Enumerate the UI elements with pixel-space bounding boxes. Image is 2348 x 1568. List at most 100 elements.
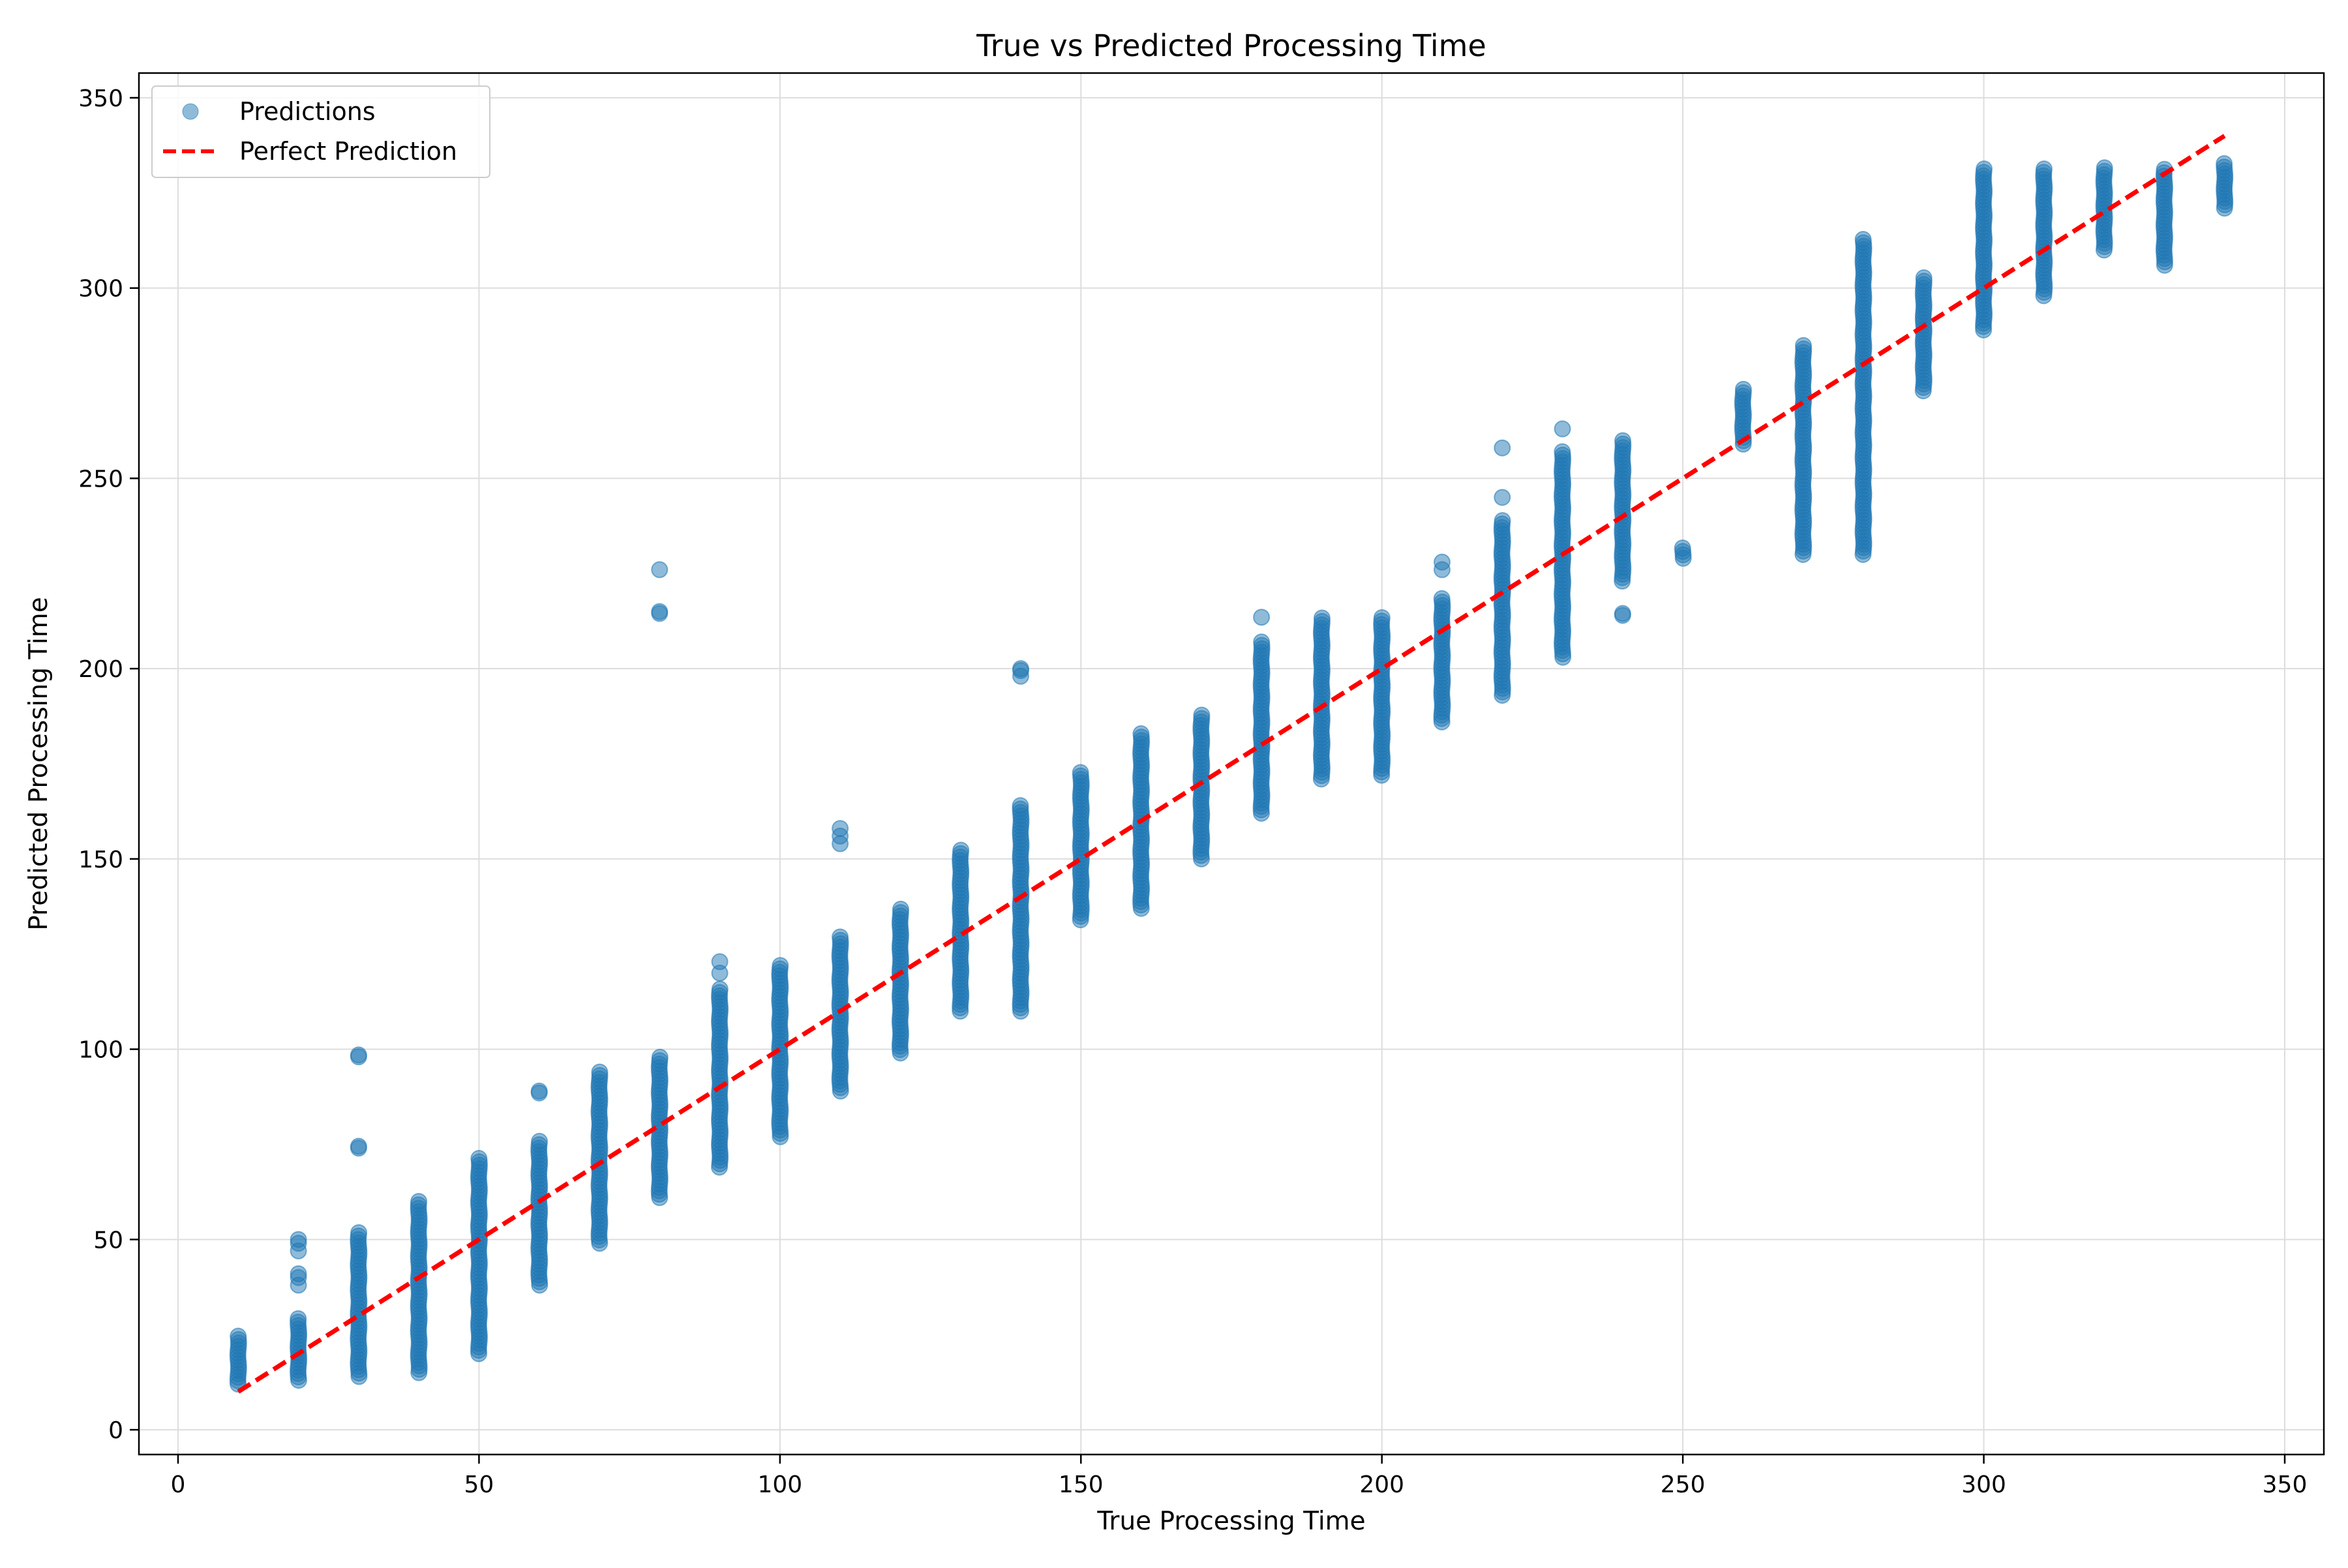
scatter-column bbox=[952, 841, 970, 1020]
scatter-column bbox=[350, 1046, 368, 1385]
scatter-point bbox=[1433, 590, 1451, 607]
scatter-point bbox=[2036, 160, 2053, 178]
scatter-column bbox=[1433, 553, 1451, 731]
scatter-point bbox=[832, 928, 849, 946]
legend-label-predictions: Predictions bbox=[239, 97, 376, 126]
scatter-point bbox=[470, 1150, 488, 1168]
x-tick-label: 0 bbox=[171, 1471, 186, 1498]
scatter-point bbox=[1012, 660, 1029, 678]
scatter-column bbox=[2035, 160, 2053, 305]
scatter-point bbox=[1614, 432, 1632, 449]
scatter-column bbox=[2155, 160, 2174, 274]
scatter-column bbox=[590, 1063, 609, 1252]
scatter-points bbox=[229, 155, 2234, 1393]
scatter-point bbox=[2096, 159, 2113, 177]
scatter-point bbox=[1494, 489, 1511, 506]
scatter-point bbox=[1795, 337, 1813, 354]
scatter-column bbox=[229, 1327, 247, 1393]
legend-box bbox=[151, 85, 490, 178]
scatter-point bbox=[350, 1224, 368, 1241]
scatter-point bbox=[1253, 609, 1271, 626]
y-tick-label: 150 bbox=[78, 847, 123, 873]
plot-frame bbox=[138, 72, 2325, 1456]
scatter-column bbox=[530, 1082, 549, 1294]
scatter-point bbox=[1193, 706, 1211, 724]
scatter-column bbox=[1252, 609, 1271, 822]
scatter-column bbox=[650, 561, 669, 1207]
scatter-point bbox=[711, 953, 729, 971]
scatter-point bbox=[1313, 609, 1331, 627]
x-tick-label: 150 bbox=[1059, 1471, 1104, 1498]
scatter-point bbox=[531, 1132, 549, 1150]
scatter-column bbox=[1132, 725, 1151, 917]
scatter-column bbox=[1192, 706, 1211, 867]
scatter-column bbox=[1493, 439, 1511, 704]
scatter-point bbox=[892, 900, 909, 918]
y-axis-label: Predicted Processing Time bbox=[24, 597, 53, 931]
scatter-point bbox=[591, 1063, 609, 1081]
scatter-point bbox=[290, 1265, 307, 1282]
scatter-point bbox=[1434, 553, 1451, 571]
x-tick-label: 200 bbox=[1359, 1471, 1404, 1498]
y-tick-label: 300 bbox=[78, 276, 123, 303]
scatter-point bbox=[1253, 633, 1271, 651]
scatter-point bbox=[772, 957, 789, 974]
scatter-column bbox=[1373, 609, 1391, 784]
scatter-column bbox=[1012, 660, 1030, 1020]
x-tick-label: 250 bbox=[1661, 1471, 1706, 1498]
scatter-point bbox=[651, 1048, 669, 1066]
y-tick-label: 50 bbox=[93, 1227, 123, 1254]
scatter-point bbox=[350, 1046, 367, 1064]
scatter-point bbox=[1373, 609, 1391, 626]
x-axis-label: True Processing Time bbox=[1096, 1507, 1365, 1536]
scatter-column bbox=[1914, 269, 1933, 400]
scatter-column bbox=[1974, 160, 1993, 339]
x-tick-label: 350 bbox=[2263, 1471, 2308, 1498]
scatter-column bbox=[1794, 337, 1813, 564]
scatter-point bbox=[651, 561, 669, 579]
scatter-point bbox=[1132, 725, 1150, 742]
scatter-column bbox=[2095, 159, 2113, 259]
chart-title: True vs Predicted Processing Time bbox=[976, 28, 1486, 63]
scatter-point bbox=[1734, 380, 1752, 398]
y-tick-label: 100 bbox=[78, 1037, 123, 1064]
scatter-column bbox=[1614, 432, 1632, 624]
scatter-point bbox=[952, 841, 970, 859]
scatter-point bbox=[1976, 160, 1993, 178]
y-tick-label: 0 bbox=[108, 1417, 123, 1444]
y-tick-label: 250 bbox=[78, 466, 123, 492]
scatter-column bbox=[2216, 155, 2234, 217]
scatter-point bbox=[832, 820, 849, 837]
scatter-point bbox=[230, 1327, 247, 1345]
scatter-column bbox=[289, 1231, 308, 1389]
scatter-column bbox=[1312, 609, 1331, 788]
grid-lines bbox=[139, 73, 2324, 1455]
scatter-column bbox=[1674, 539, 1692, 567]
scatter-point bbox=[1494, 512, 1511, 530]
scatter-column bbox=[1072, 764, 1090, 929]
scatter-point bbox=[290, 1310, 307, 1327]
scatter-point bbox=[1554, 420, 1571, 438]
scatter-column bbox=[410, 1192, 428, 1381]
scatter-column bbox=[771, 957, 789, 1145]
x-tick-label: 50 bbox=[464, 1471, 494, 1498]
scatter-point bbox=[1915, 269, 1933, 286]
scatter-point bbox=[1494, 439, 1511, 457]
scatter-column bbox=[710, 953, 729, 1176]
scatter-point bbox=[2216, 155, 2233, 172]
reference-line-layer bbox=[237, 134, 2226, 1394]
legend-label-perfect-prediction: Perfect Prediction bbox=[239, 137, 457, 166]
scatter-column bbox=[891, 900, 910, 1062]
y-tick-label: 350 bbox=[78, 85, 123, 112]
scatter-column bbox=[831, 820, 849, 1100]
scatter-point bbox=[711, 980, 729, 998]
x-tick-label: 100 bbox=[757, 1471, 802, 1498]
scatter-point bbox=[651, 603, 669, 620]
scatter-point bbox=[350, 1138, 367, 1155]
scatter-point bbox=[530, 1082, 548, 1100]
x-tick-label: 300 bbox=[1961, 1471, 2006, 1498]
y-tick-label: 200 bbox=[78, 656, 123, 683]
